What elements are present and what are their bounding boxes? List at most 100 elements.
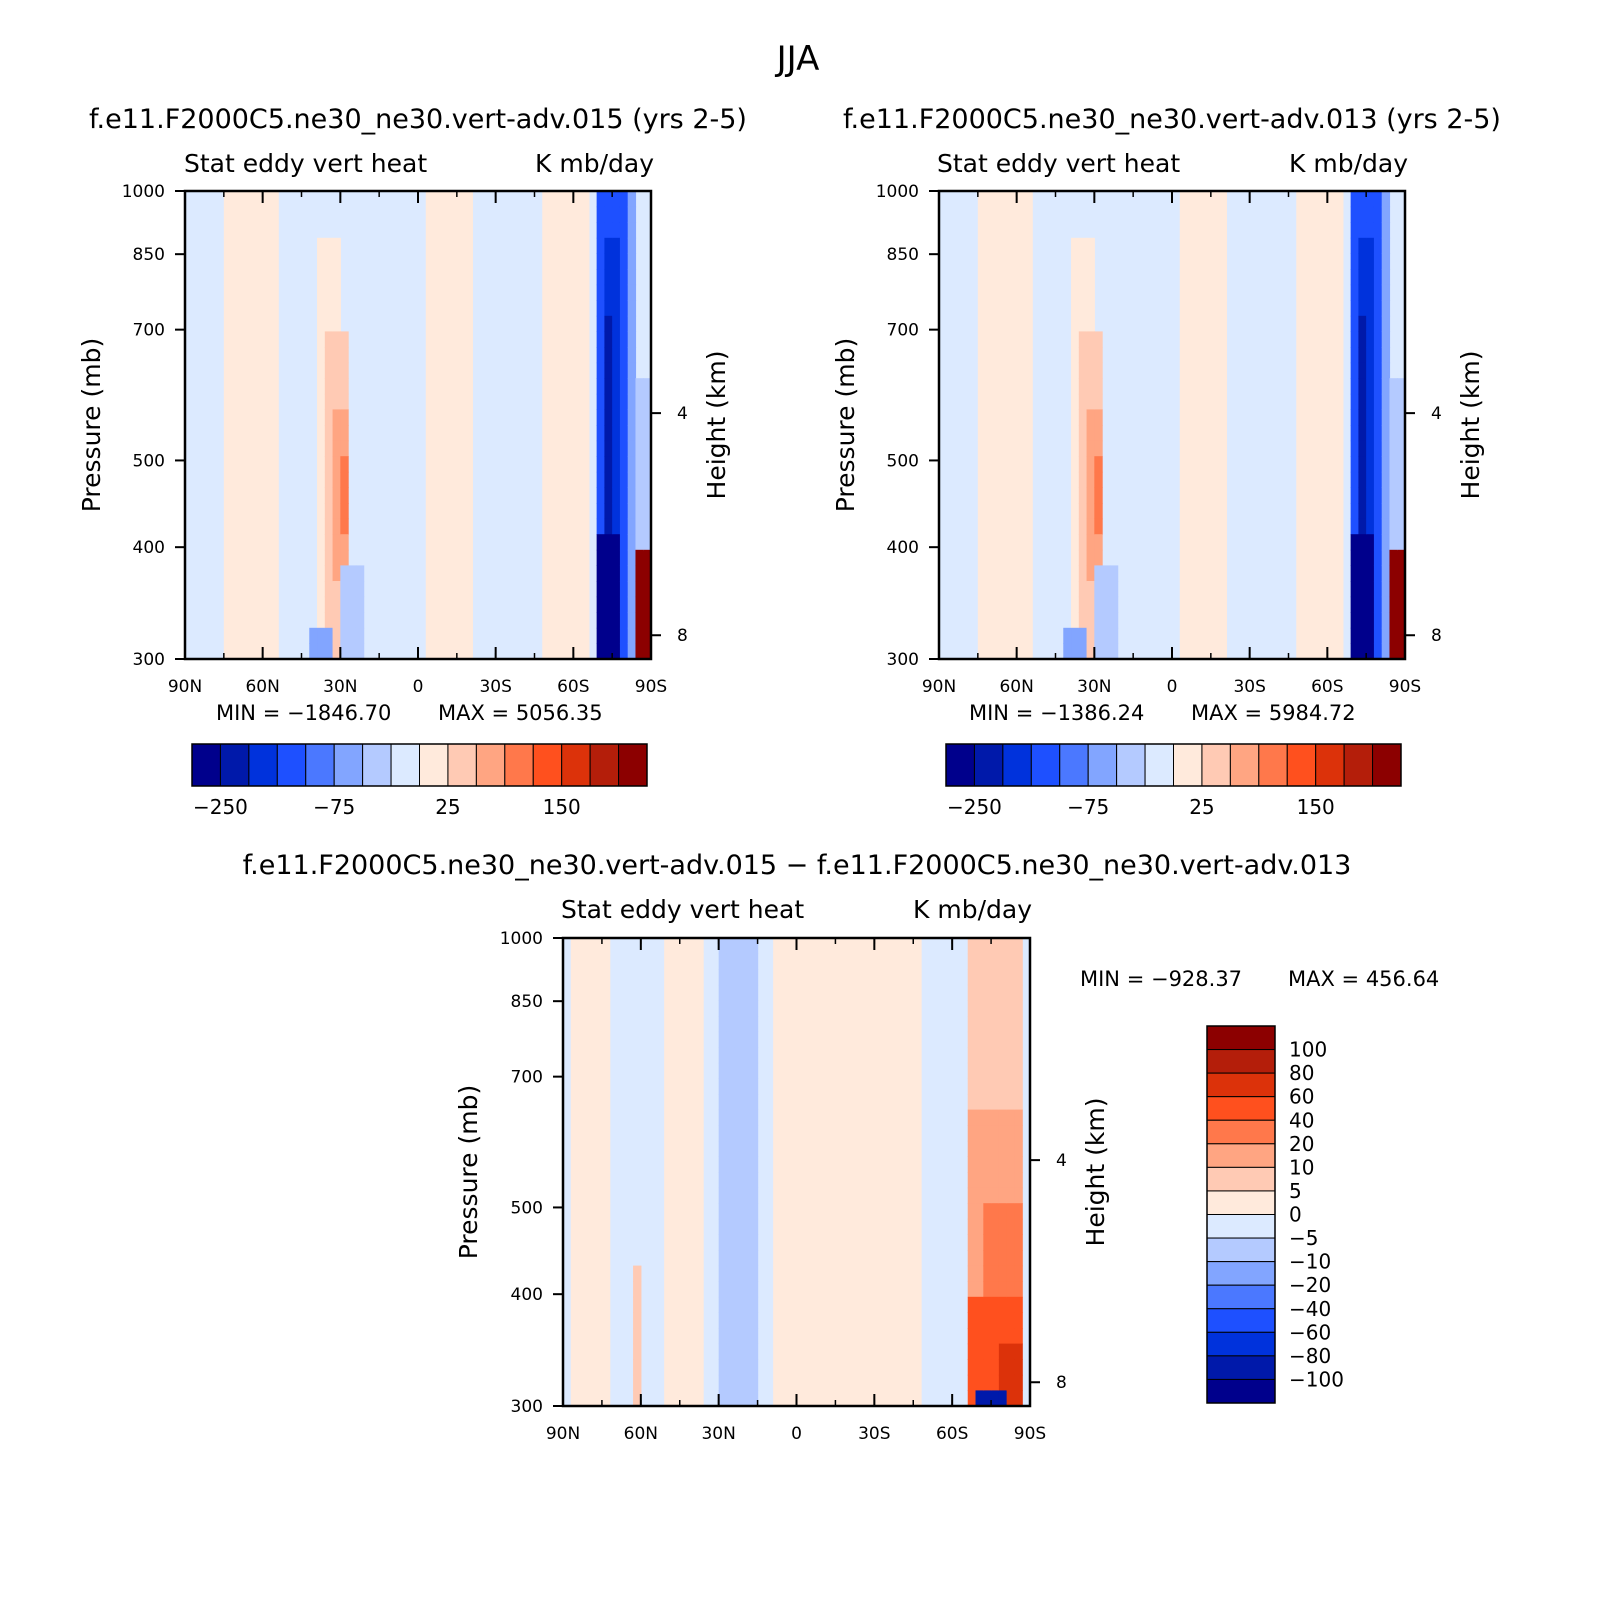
field-cell: [977, 393, 987, 410]
field-cell: [695, 1094, 704, 1111]
field-cell: [1218, 440, 1227, 457]
field-cell: [1001, 549, 1010, 566]
field-cell: [643, 565, 652, 582]
field-cell: [827, 984, 837, 1001]
field-cell: [993, 315, 1002, 332]
colorbar-box: [191, 743, 221, 787]
field-cell: [449, 347, 458, 364]
field-cell: [734, 938, 743, 955]
field-cell: [858, 1016, 868, 1033]
field-cell: [1179, 581, 1189, 598]
field-cell: [734, 1062, 743, 1079]
field-cell: [998, 1125, 1008, 1142]
field-cell: [687, 1250, 696, 1267]
field-cell: [1071, 331, 1080, 348]
field-cell: [565, 425, 574, 442]
field-cell: [1210, 284, 1220, 301]
field-cell: [835, 1265, 844, 1282]
y-right-tick-label: 4: [1431, 404, 1442, 424]
field-cell: [565, 300, 574, 317]
field-cell: [1335, 471, 1344, 488]
field-cell: [1001, 612, 1010, 629]
field-cell: [827, 1094, 837, 1111]
y-tick-label: 850: [887, 245, 919, 265]
field-cell: [1335, 378, 1344, 395]
field-cell: [542, 347, 551, 364]
field-cell: [594, 1281, 603, 1298]
field-cell: [687, 1156, 696, 1173]
field-cell: [664, 1265, 673, 1282]
field-cell: [1016, 456, 1026, 473]
field-cell: [254, 409, 264, 426]
field-cell: [1094, 425, 1103, 442]
colorbar-box: [219, 743, 250, 787]
field-cell: [1358, 503, 1367, 520]
field-cell: [889, 984, 899, 1001]
field-cell: [604, 347, 613, 364]
field-cell: [596, 331, 605, 348]
field-cell: [1311, 300, 1321, 317]
field-cell: [1381, 315, 1391, 332]
field-cell: [1366, 409, 1375, 426]
field-cell: [773, 1172, 782, 1189]
field-cell: [858, 1343, 868, 1360]
y-tick-label: 500: [133, 451, 165, 471]
field-cell: [324, 269, 334, 286]
field-cell: [1210, 565, 1220, 582]
field-cell: [578, 1265, 587, 1282]
field-cell: [835, 1296, 844, 1313]
field-cell: [635, 612, 644, 629]
field-cell: [695, 1374, 704, 1391]
field-cell: [542, 393, 551, 410]
field-cell: [819, 1125, 829, 1142]
field-cell: [270, 518, 279, 535]
field-cell: [1014, 1296, 1023, 1313]
field-cell: [1381, 300, 1391, 317]
field-cell: [780, 1312, 790, 1329]
field-cell: [905, 1125, 914, 1142]
field-cell: [604, 331, 613, 348]
field-cell: [905, 1374, 914, 1391]
panel-2-colorbar: −250 −75 25 150: [945, 743, 1402, 819]
field-cell: [1179, 518, 1189, 535]
field-cell: [866, 1328, 875, 1345]
field-cell: [991, 1359, 1000, 1376]
field-cell: [843, 1047, 852, 1064]
field-cell: [239, 503, 248, 520]
field-cell: [565, 253, 574, 270]
field-cell: [1006, 1328, 1016, 1345]
field-cell: [425, 237, 435, 254]
field-cell: [1094, 347, 1103, 364]
field-cell: [1195, 253, 1204, 270]
field-cell: [1187, 487, 1196, 504]
field-cell: [425, 627, 435, 644]
field-cell: [565, 534, 574, 551]
field-cell: [262, 362, 272, 379]
field-cell: [1179, 440, 1189, 457]
field-cell: [897, 1078, 907, 1095]
field-cell: [1024, 269, 1033, 286]
field-cell: [889, 1016, 899, 1033]
field-cell: [718, 1078, 728, 1095]
field-cell: [897, 938, 907, 955]
field-cell: [913, 1140, 922, 1157]
field-cell: [897, 1125, 907, 1142]
field-cell: [835, 1047, 844, 1064]
field-cell: [1016, 378, 1026, 395]
field-cell: [557, 331, 567, 348]
field-cell: [1016, 253, 1026, 270]
field-cell: [612, 518, 621, 535]
field-cell: [464, 456, 473, 473]
field-cell: [270, 534, 279, 551]
field-cell: [1335, 456, 1344, 473]
field-cell: [718, 984, 728, 1001]
field-cell: [889, 1250, 899, 1267]
field-cell: [664, 1312, 673, 1329]
field-cell: [601, 1234, 611, 1251]
field-cell: [635, 471, 644, 488]
field-cell: [433, 503, 442, 520]
field-cell: [1373, 300, 1383, 317]
field-cell: [695, 1312, 704, 1329]
field-cell: [254, 487, 264, 504]
field-cell: [1327, 425, 1336, 442]
